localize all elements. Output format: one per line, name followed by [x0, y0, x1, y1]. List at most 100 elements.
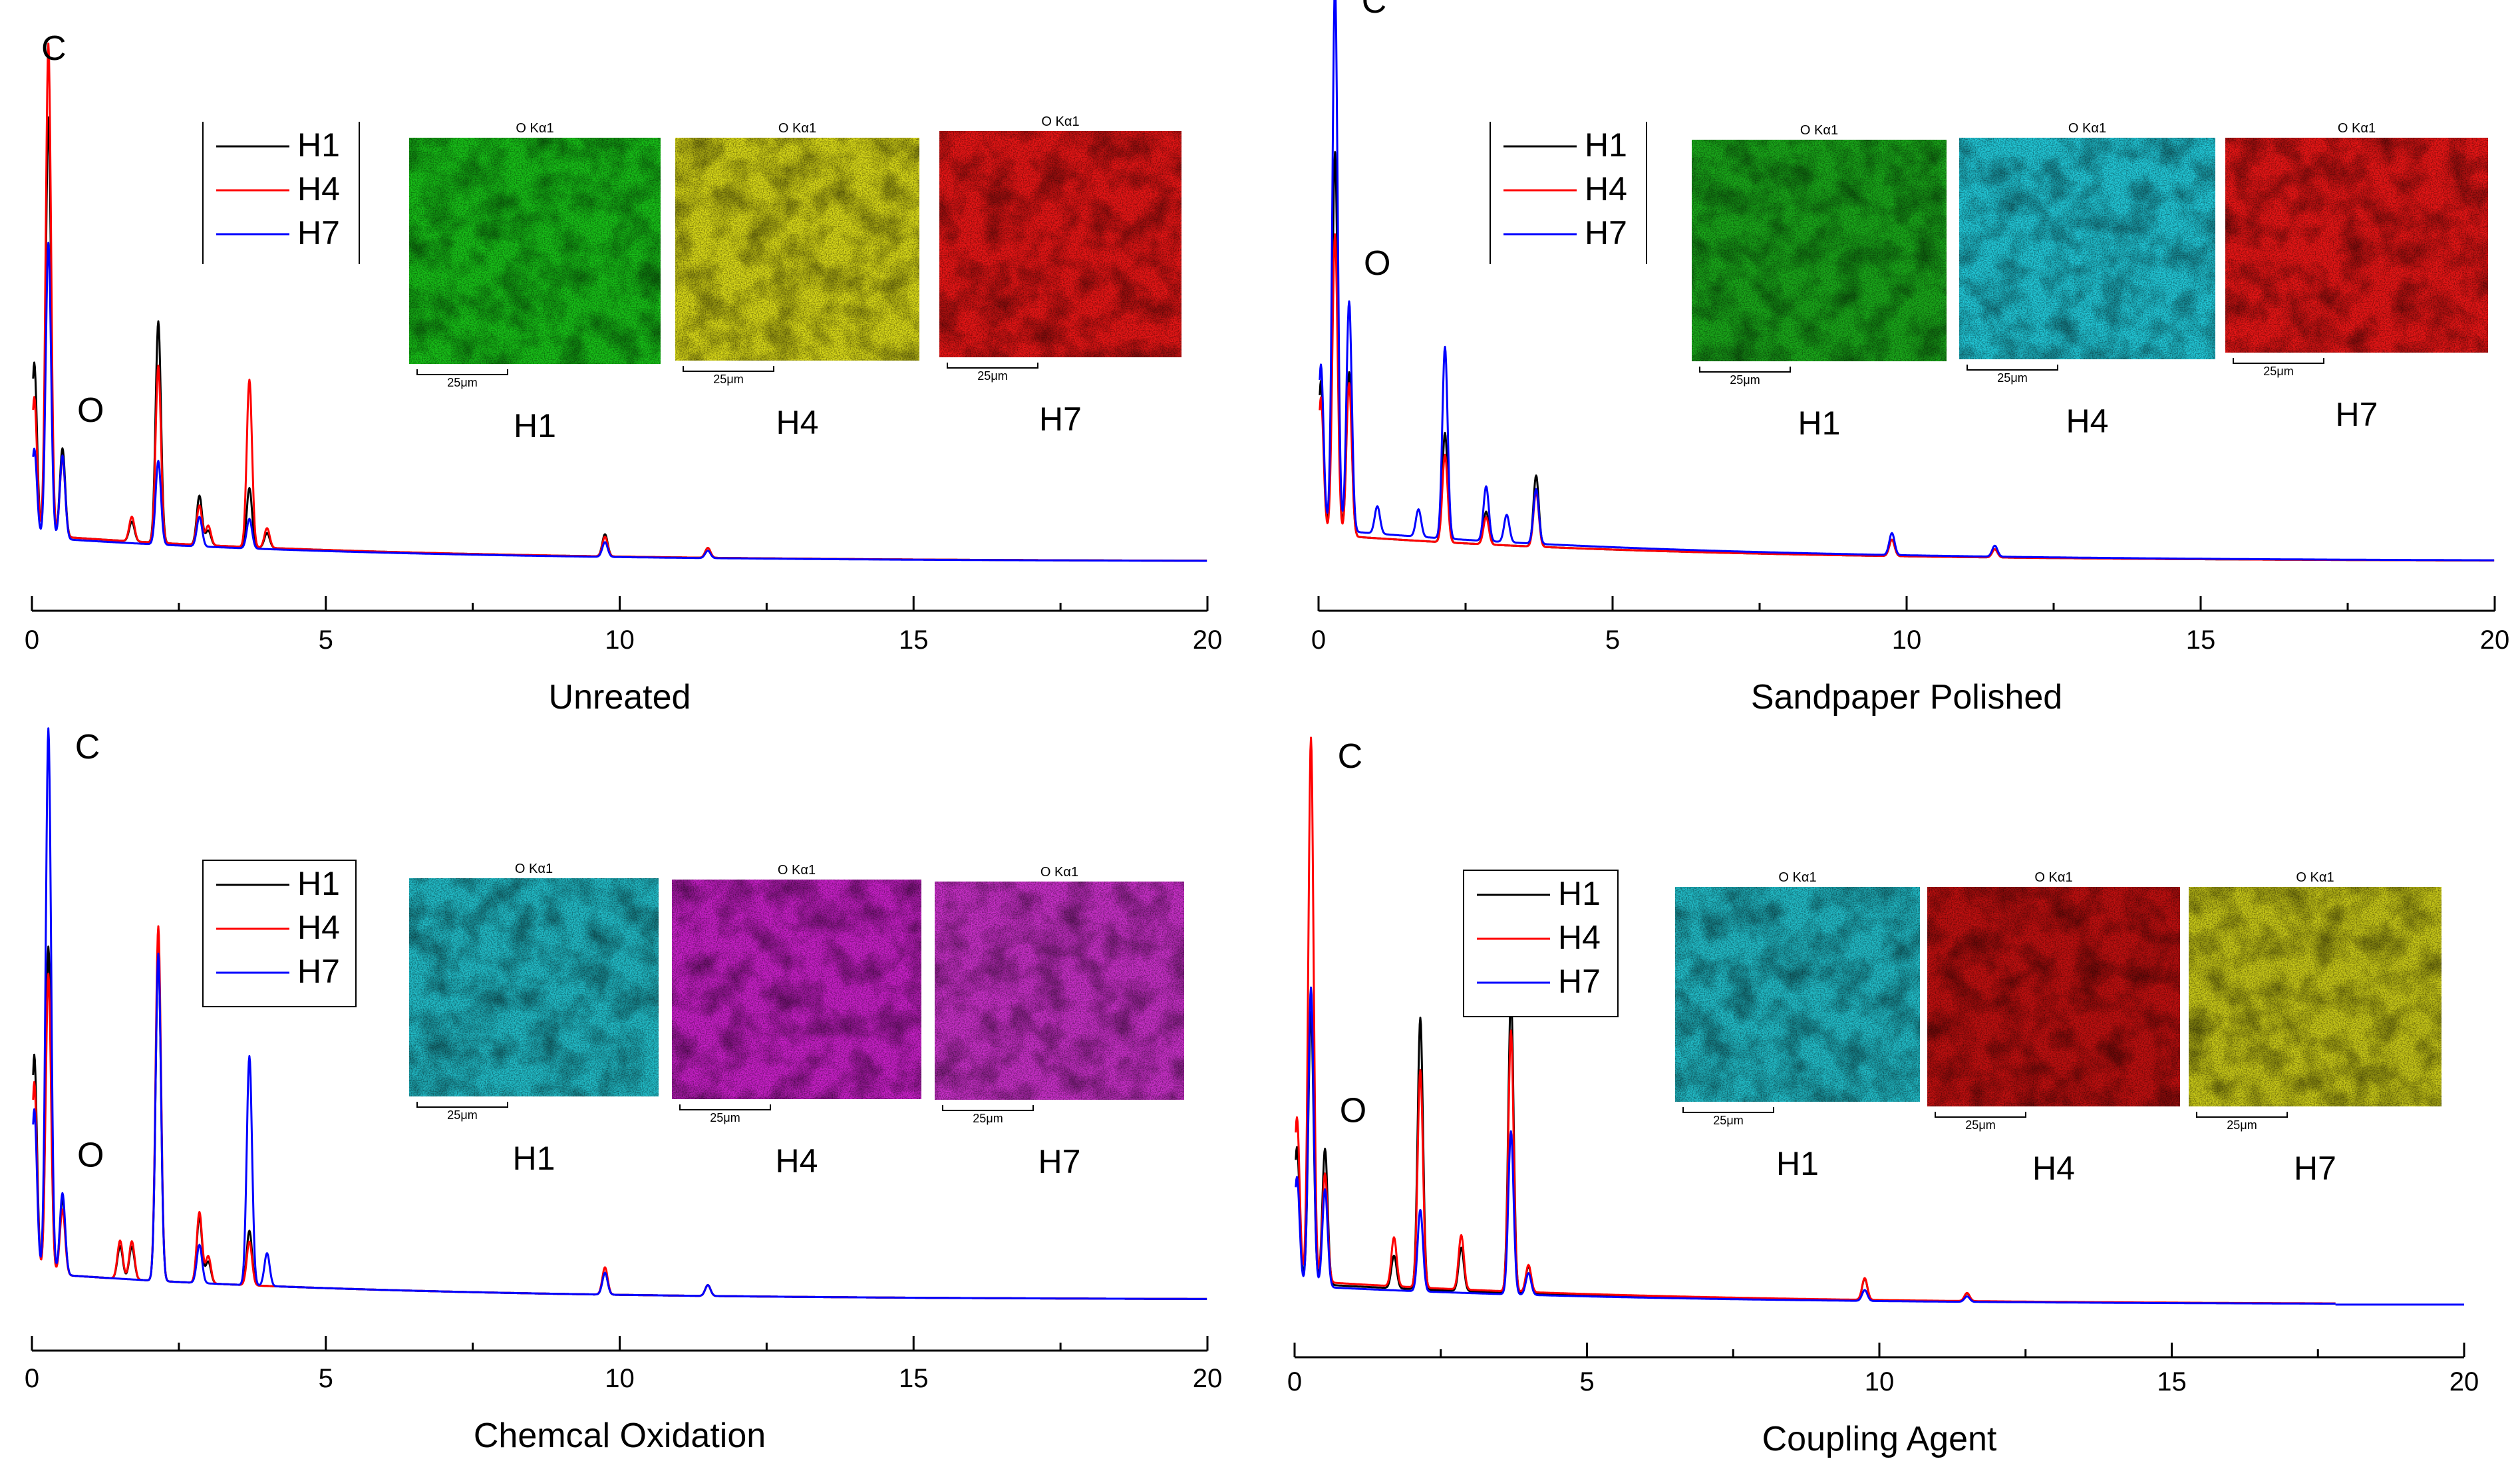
element-map-h1: O Kα1 25μm H1 — [409, 121, 661, 444]
spectrum-line-h7 — [1319, 0, 2495, 562]
map-element-label: O Kα1 — [2068, 121, 2106, 136]
x-tick-label: 10 — [605, 625, 635, 655]
x-tick-label: 5 — [1579, 1367, 1594, 1397]
map-texture-speckle — [939, 131, 1181, 357]
scale-bar — [942, 1105, 1034, 1111]
element-map-h7: O Kα1 25μm H7 — [935, 865, 1184, 1180]
map-caption: H4 — [776, 1142, 818, 1180]
chart-title: Sandpaper Polished — [1751, 678, 2062, 717]
map-caption: H1 — [514, 407, 556, 444]
spectrum-line-h7 — [1295, 986, 2336, 1305]
map-caption: H4 — [2032, 1150, 2075, 1187]
x-tick-label: 10 — [605, 1364, 635, 1393]
peak-label-c: C — [75, 728, 100, 766]
x-tick-label: 20 — [1193, 625, 1223, 655]
legend: H1 H4 H7 — [1490, 122, 1647, 264]
scale-bar — [1967, 365, 2058, 371]
scale-bar — [416, 369, 508, 375]
map-element-label: O Kα1 — [1041, 114, 1079, 129]
map-element-label: O Kα1 — [1040, 865, 1078, 880]
element-map-h4: O Kα1 25μm H4 — [672, 863, 921, 1180]
legend-label-h7: H7 — [1558, 963, 1601, 1000]
legend-label-h7: H7 — [1585, 214, 1627, 251]
element-map-h4: O Kα1 25μm H4 — [675, 121, 919, 441]
x-tick-label: 10 — [1865, 1367, 1895, 1397]
scale-bar-label: 25μm — [1965, 1118, 1995, 1132]
spectrum-line-h7 — [32, 242, 1207, 562]
map-caption: H1 — [513, 1140, 555, 1177]
peak-label-o: O — [1364, 244, 1390, 283]
map-caption: H1 — [1776, 1145, 1819, 1182]
map-element-label: O Kα1 — [1800, 123, 1838, 138]
map-element-label: O Kα1 — [2296, 870, 2334, 885]
map-caption: H4 — [776, 404, 819, 441]
peak-label-o: O — [1340, 1092, 1366, 1130]
scale-bar-label: 25μm — [713, 373, 743, 386]
map-element-label: O Kα1 — [1778, 870, 1816, 885]
legend-label-h7: H7 — [297, 214, 340, 251]
chart-title: Unreated — [549, 678, 691, 717]
element-map-h4: O Kα1 25μm H4 — [1959, 121, 2215, 440]
map-texture-speckle — [672, 880, 921, 1099]
x-tick-label: 0 — [25, 1364, 39, 1393]
map-caption: H1 — [1798, 405, 1841, 442]
scale-bar — [2233, 358, 2324, 364]
map-element-label: O Kα1 — [2338, 121, 2376, 136]
x-tick-label: 5 — [319, 625, 333, 655]
chart-panel-4: 0 5 10 15 20 Coupling Agent C O H1 H4 H7 O Kα1 25μm H… — [1287, 737, 2479, 1458]
scale-bar — [947, 363, 1038, 369]
scale-bar — [683, 366, 774, 372]
x-tick-label: 15 — [899, 1364, 929, 1393]
scale-bar-label: 25μm — [447, 1108, 477, 1122]
peak-label-c: C — [1362, 0, 1387, 21]
scale-bar-label: 25μm — [973, 1112, 1003, 1125]
scale-bar-label: 25μm — [2263, 365, 2293, 378]
scale-bar — [416, 1102, 508, 1108]
map-texture-speckle — [409, 878, 659, 1096]
legend: H1 H4 H7 — [1463, 870, 1619, 1017]
legend-label-h1: H1 — [297, 865, 340, 902]
map-element-label: O Kα1 — [516, 121, 553, 136]
scale-bar-label: 25μm — [710, 1111, 740, 1124]
map-texture-speckle — [935, 882, 1184, 1100]
scale-bar — [1699, 367, 1791, 373]
map-texture-speckle — [2225, 138, 2488, 353]
x-tick-label: 0 — [1311, 625, 1326, 655]
map-texture-speckle — [1692, 140, 1947, 361]
x-tick-label: 5 — [1605, 625, 1620, 655]
chart-panel-2: 0 5 10 15 20 Sandpaper Polished C O H1 H4 H7 O Kα1 2… — [1311, 0, 2509, 717]
scale-bar-label: 25μm — [2227, 1118, 2257, 1132]
x-tick-label: 0 — [1287, 1367, 1302, 1397]
spectrum-line-h7 — [32, 727, 1207, 1300]
legend-label-h4: H4 — [1585, 170, 1627, 208]
legend-label-h4: H4 — [297, 909, 340, 946]
map-texture-speckle — [675, 138, 919, 361]
map-texture-speckle — [2189, 887, 2441, 1106]
chart-title: Coupling Agent — [1762, 1420, 1997, 1458]
element-map-h4: O Kα1 25μm H4 — [1927, 870, 2180, 1187]
scale-bar-label: 25μm — [1730, 373, 1760, 387]
legend-label-h1: H1 — [297, 126, 340, 164]
map-texture-speckle — [1959, 138, 2215, 359]
scale-bar-label: 25μm — [1713, 1114, 1743, 1127]
legend: H1 H4 H7 — [202, 122, 360, 264]
map-caption: H7 — [1039, 401, 1082, 438]
scale-bar — [1935, 1112, 2026, 1118]
scale-bar — [1682, 1107, 1774, 1113]
element-map-h1: O Kα1 25μm H1 — [1675, 870, 1920, 1182]
legend: H1 H4 H7 — [202, 860, 357, 1007]
x-tick-label: 0 — [25, 625, 39, 655]
legend-label-h1: H1 — [1558, 875, 1601, 912]
map-texture-speckle — [1675, 887, 1920, 1102]
scale-bar — [679, 1104, 771, 1110]
element-map-h1: O Kα1 25μm H1 — [1692, 123, 1947, 442]
element-map-h7: O Kα1 25μm H7 — [939, 114, 1181, 438]
peak-label-o: O — [77, 391, 104, 430]
map-element-label: O Kα1 — [778, 121, 816, 136]
peak-label-o: O — [77, 1136, 104, 1174]
map-caption: H7 — [2336, 396, 2378, 433]
chart-title: Chemcal Oxidation — [474, 1416, 766, 1455]
x-tick-label: 15 — [2157, 1367, 2187, 1397]
x-tick-label: 10 — [1892, 625, 1922, 655]
